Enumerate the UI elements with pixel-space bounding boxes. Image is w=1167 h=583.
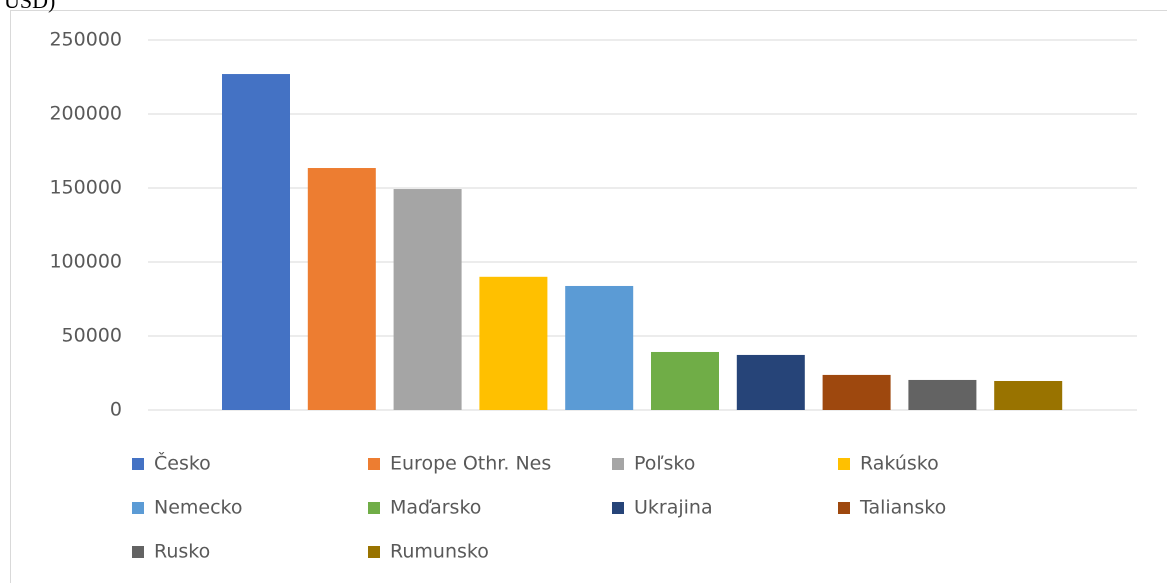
legend-swatch [838, 502, 850, 514]
bar [822, 374, 891, 410]
legend-label: Ukrajina [634, 497, 713, 519]
y-tick-label: 0 [110, 399, 122, 421]
legend-swatch [368, 502, 380, 514]
bar [222, 74, 290, 410]
legend-label: Rumunsko [390, 541, 489, 563]
y-tick-label: 250000 [49, 29, 122, 51]
bar [565, 285, 634, 410]
legend-label: Nemecko [154, 497, 243, 519]
y-tick-label: 150000 [49, 177, 122, 199]
bar [994, 380, 1063, 410]
bar [393, 189, 462, 410]
legend-swatch [132, 458, 144, 470]
legend-label: Maďarsko [390, 497, 481, 519]
y-tick-label: 100000 [49, 251, 122, 273]
legend-label: Česko [154, 451, 211, 475]
legend-label: Europe Othr. Nes [390, 453, 551, 475]
bar [651, 351, 719, 410]
legend-swatch [838, 458, 850, 470]
chart-title: USD) [4, 0, 55, 13]
legend-label: Rusko [154, 541, 210, 563]
legend-label: Poľsko [634, 453, 695, 475]
y-tick-label: 50000 [62, 325, 122, 347]
legend-label: Rakúsko [860, 453, 939, 475]
legend-swatch [368, 458, 380, 470]
bar [908, 379, 977, 410]
bar [479, 276, 548, 410]
legend-swatch [612, 458, 624, 470]
legend-swatch [368, 546, 380, 558]
bar [736, 354, 805, 410]
legend-swatch [132, 502, 144, 514]
legend-swatch [132, 546, 144, 558]
legend-label: Taliansko [859, 497, 946, 519]
bar [307, 168, 376, 410]
legend-swatch [612, 502, 624, 514]
y-tick-label: 200000 [49, 103, 122, 125]
